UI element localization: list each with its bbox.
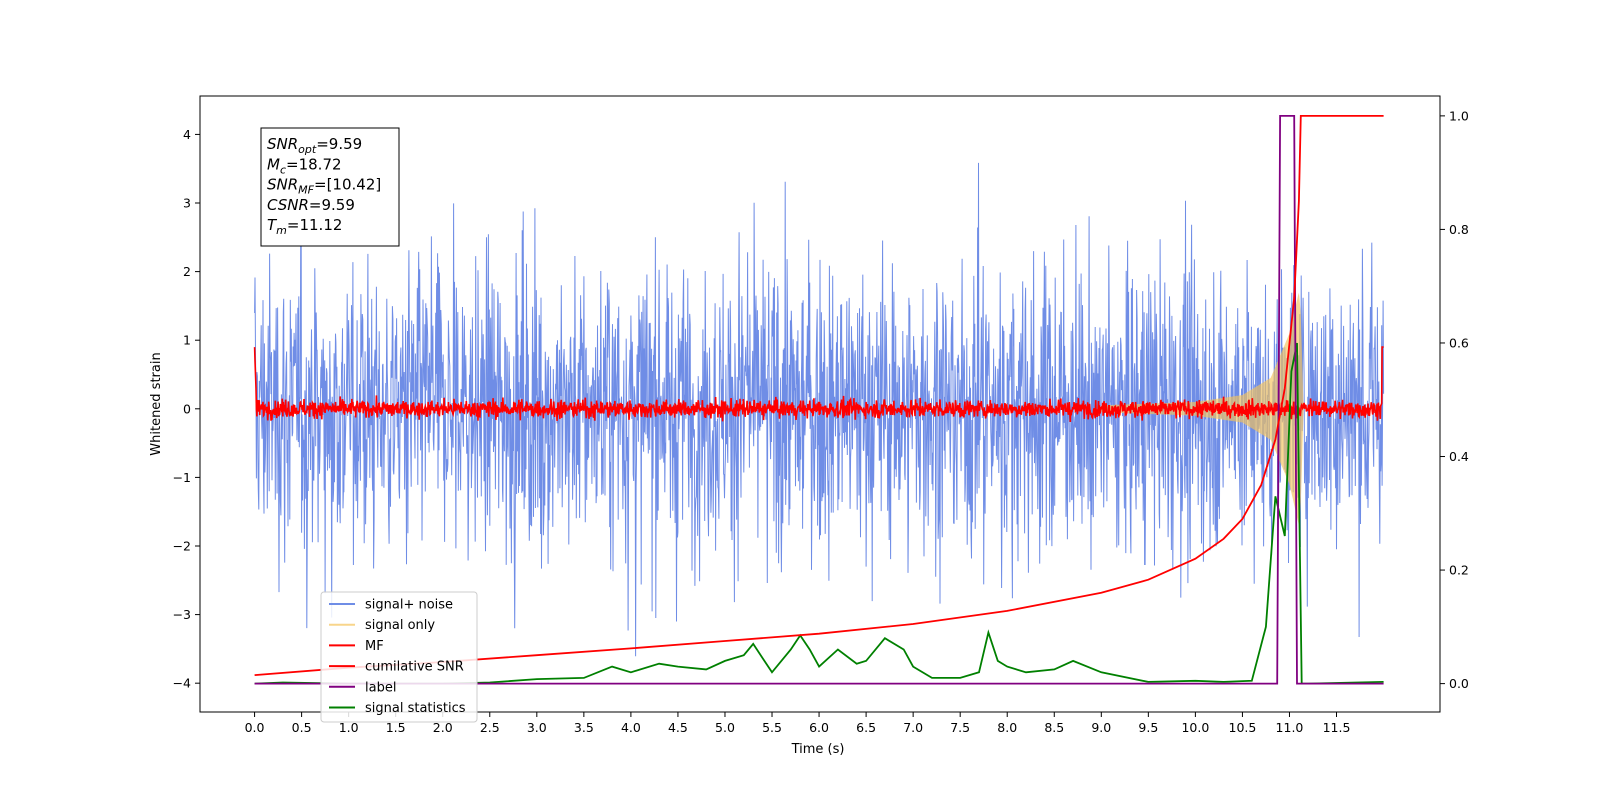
x-tick-label: 1.0 (339, 720, 359, 735)
x-axis-label: Time (s) (791, 742, 845, 757)
annotation-line: SNRopt=9.59 (267, 135, 362, 156)
y2-tick-label: 0.4 (1449, 449, 1469, 464)
legend-label: signal+ noise (365, 598, 453, 613)
y-tick-label: 1 (183, 333, 191, 348)
plot-frame (199, 95, 1441, 713)
x-tick-label: 0.0 (245, 720, 265, 735)
annotation-line: Tm=11.12 (267, 216, 342, 237)
y-tick-label: 2 (183, 264, 191, 279)
signal-noise-line (254, 162, 1385, 657)
y-tick-label: −4 (173, 676, 191, 691)
x-tick-label: 9.5 (1138, 720, 1158, 735)
x-tick-label: 6.5 (856, 720, 876, 735)
legend-label: signal statistics (365, 701, 466, 716)
y-tick-label: 0 (183, 401, 191, 416)
legend-frame (320, 591, 478, 723)
x-tick-label: 5.5 (762, 720, 782, 735)
x-tick-label: 2.5 (480, 720, 500, 735)
x-tick-label: 11.5 (1323, 720, 1351, 735)
x-tick-label: 10.0 (1181, 720, 1209, 735)
x-tick-label: 2.0 (433, 720, 453, 735)
annotation-frame (260, 127, 400, 247)
y-tick-label: −3 (173, 607, 191, 622)
x-tick-label: 11.0 (1276, 720, 1304, 735)
legend-label: MF (365, 639, 384, 654)
legend-label: signal only (365, 618, 435, 633)
x-tick-label: 1.5 (386, 720, 406, 735)
legend-label: cumilative SNR (365, 660, 464, 675)
mf-line (253, 346, 1384, 423)
y-tick-label: −2 (173, 538, 191, 553)
y2-tick-label: 0.0 (1449, 676, 1469, 691)
series-layer (253, 115, 1385, 685)
y2-tick-label: 0.6 (1449, 335, 1469, 350)
x-tick-label: 4.0 (621, 720, 641, 735)
legend: signal+ noise signal only MF cumilative SNR… (320, 591, 478, 723)
y-tick-label: 4 (183, 127, 191, 142)
x-tick-label: 4.5 (668, 720, 688, 735)
y2-tick-label: 0.2 (1449, 563, 1469, 578)
x-tick-label: 9.0 (1091, 720, 1111, 735)
annotation-line: Mc=18.72 (267, 155, 342, 176)
x-tick-label: 7.5 (950, 720, 970, 735)
legend-label: label (365, 680, 396, 695)
x-tick-label: 3.0 (527, 720, 547, 735)
x-tick-label: 10.5 (1229, 720, 1257, 735)
x-tick-label: 5.0 (715, 720, 735, 735)
x-tick-label: 0.5 (292, 720, 312, 735)
signal-statistics-line (254, 342, 1384, 685)
y-tick-label: −1 (173, 470, 191, 485)
x-tick-label: 6.0 (809, 720, 829, 735)
x-tick-label: 7.0 (903, 720, 923, 735)
x-tick-label: 8.5 (1044, 720, 1064, 735)
cumulative-snr-line (254, 115, 1384, 676)
y-tick-label: 3 (183, 196, 191, 211)
annotation-line: CSNR=9.59 (267, 196, 355, 214)
label-line (254, 115, 1384, 685)
y-axis-label: Whitened strain (149, 352, 164, 455)
x-tick-label: 8.0 (997, 720, 1017, 735)
annotation-box: SNRopt=9.59Mc=18.72SNRMF=[10.42]CSNR=9.5… (260, 127, 400, 247)
y2-tick-label: 0.8 (1449, 222, 1469, 237)
annotation-line: SNRMF=[10.42] (267, 176, 381, 197)
y2-tick-label: 1.0 (1449, 108, 1469, 123)
x-tick-label: 3.5 (574, 720, 594, 735)
ticks-layer: 0.0 0.5 1.0 1.5 2.0 2.5 3.0 3.5 4.0 4.5 5.0 5.5 6.0 6… (173, 108, 1469, 735)
